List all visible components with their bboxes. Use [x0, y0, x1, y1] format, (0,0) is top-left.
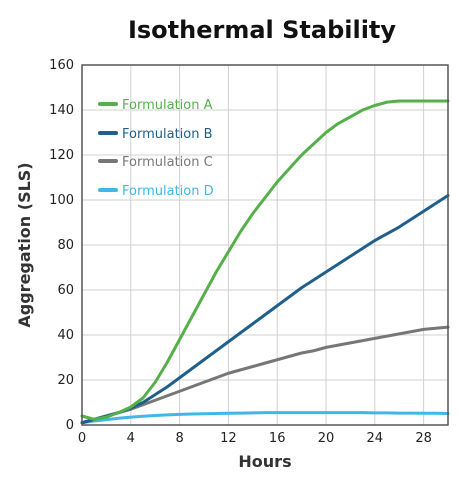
x-tick-label: 0 [78, 431, 86, 446]
x-tick-label: 20 [318, 431, 335, 446]
x-tick-label: 4 [127, 431, 135, 446]
y-tick-label: 100 [49, 193, 74, 208]
series-line-formulation-c [80, 325, 450, 425]
legend-label: Formulation B [122, 127, 213, 142]
legend: Formulation A Formulation B Formulation C F… [98, 98, 214, 199]
y-tick-label: 60 [57, 283, 74, 298]
y-tick-label: 20 [57, 373, 74, 388]
y-tick-label: 40 [57, 328, 74, 343]
series-line-formulation-b [80, 194, 450, 425]
y-tick-label: 120 [49, 148, 74, 163]
x-tick-label: 28 [415, 431, 432, 446]
legend-label: Formulation D [122, 184, 214, 199]
legend-label: Formulation A [122, 98, 213, 113]
legend-label: Formulation C [122, 155, 213, 170]
y-tick-label: 80 [57, 238, 74, 253]
x-tick-label: 12 [220, 431, 237, 446]
series-line-formulation-a [80, 99, 450, 421]
grid [81, 64, 448, 426]
x-tick-label: 24 [367, 431, 384, 446]
x-axis-label: Hours [238, 452, 291, 471]
series-lines [80, 99, 450, 425]
series-line-formulation-d [80, 411, 450, 425]
x-tick-label: 8 [175, 431, 183, 446]
tick-labels: 0 20 40 60 80 100 120 140 160 0 4 8 12 16 20 24 28 [49, 58, 432, 446]
plot-frame [81, 64, 449, 426]
y-tick-label: 160 [49, 58, 74, 73]
y-tick-label: 0 [66, 418, 74, 433]
chart-title: Isothermal Stability [128, 16, 396, 44]
x-tick-label: 16 [269, 431, 286, 446]
y-axis-label: Aggregation (SLS) [15, 162, 34, 327]
y-tick-label: 140 [49, 103, 74, 118]
